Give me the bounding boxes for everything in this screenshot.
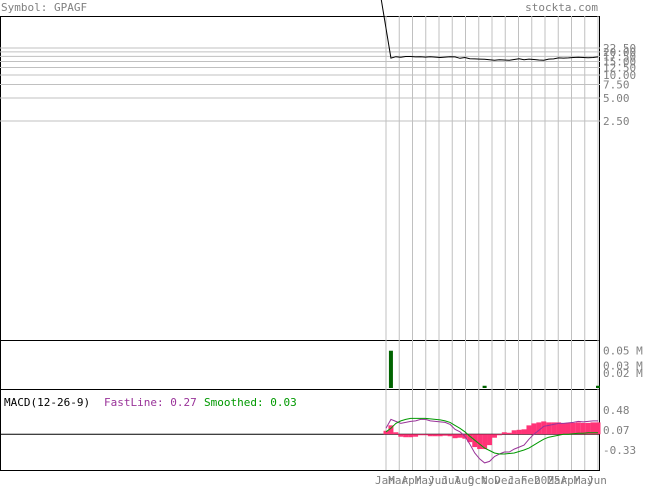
price-panel-frame: [0, 16, 600, 341]
macd-histogram-bar: [383, 430, 389, 435]
macd-histogram-bar: [595, 422, 601, 435]
volume-bar: [482, 385, 487, 388]
time-tick-label: Mar: [388, 474, 408, 486]
price-tick-label: 15.00: [603, 55, 636, 68]
macd-histogram-bar: [422, 434, 428, 436]
macd-histogram-bar: [491, 434, 497, 438]
volume-bar: [596, 385, 600, 388]
time-tick-label: Apr: [561, 474, 581, 486]
macd-histogram-bar: [580, 422, 586, 435]
price-line: [380, 0, 599, 61]
volume-panel-frame: [0, 340, 600, 390]
macd-histogram-bar: [427, 434, 433, 437]
price-tick-label: 20.00: [603, 46, 636, 59]
time-tick-label: Jul: [441, 474, 461, 486]
macd-histogram-bar: [585, 422, 591, 435]
macd-histogram-bar: [408, 434, 414, 438]
macd-fastline-legend: FastLine: 0.27: [104, 396, 197, 409]
macd-histogram-bar: [556, 422, 562, 435]
time-tick-label: Jan: [508, 474, 528, 486]
symbol-label: Symbol: GPAGF: [1, 1, 87, 14]
macd-histogram-bar: [565, 422, 571, 435]
macd-histogram-bar: [536, 422, 542, 435]
time-tick-label: May: [574, 474, 594, 486]
macd-histogram-bar: [413, 434, 419, 437]
macd-histogram-bar: [590, 422, 596, 435]
macd-histogram-bar: [531, 423, 537, 435]
time-tick-label: Aug: [455, 474, 475, 486]
time-tick-label: Nov: [481, 474, 501, 486]
macd-histogram-bar: [398, 434, 404, 437]
price-tick-label: 10.00: [603, 69, 636, 82]
macd-histogram-bar: [487, 434, 493, 446]
macd-histogram-bar: [452, 434, 458, 439]
macd-panel-frame: [0, 389, 600, 471]
time-tick-label: May: [415, 474, 435, 486]
volume-tick-label: 0.03 M: [603, 360, 643, 373]
macd-histogram-bar: [575, 422, 581, 435]
macd-histogram-bar: [403, 434, 409, 438]
time-tick-label: 2025: [534, 474, 561, 486]
volume-series: [388, 350, 600, 388]
macd-histogram-bar: [496, 434, 502, 436]
price-tick-label: 5.00: [603, 92, 630, 105]
price-series: [380, 0, 599, 61]
macd-histogram-bar: [516, 429, 522, 435]
macd-histogram-bar: [437, 434, 443, 437]
time-tick-label: Dec: [494, 474, 514, 486]
macd-histogram-bar: [467, 434, 473, 443]
time-tick-label: Jun: [428, 474, 448, 486]
macd-histogram-bar: [570, 422, 576, 435]
macd-smoothed: [385, 417, 598, 455]
macd-histogram-bar: [526, 425, 532, 435]
macd-histogram-bar: [388, 425, 394, 435]
macd-histogram-bar: [506, 432, 512, 435]
macd-histogram-bar: [457, 434, 463, 438]
macd-histogram-bar: [418, 434, 424, 436]
macd-histogram-bar: [477, 434, 483, 450]
time-tick-label: Oct: [468, 474, 488, 486]
macd-histogram-bar: [551, 422, 557, 435]
macd-series: [383, 417, 601, 464]
macd-histogram-bar: [521, 429, 527, 435]
volume-bar: [388, 350, 393, 388]
macd-histogram-bar: [432, 434, 438, 437]
site-label: stockta.com: [525, 1, 598, 14]
time-tick-label: Apr: [402, 474, 422, 486]
grid-lines: [0, 16, 600, 470]
macd-fastline: [385, 418, 598, 464]
macd-histogram-bar: [393, 432, 399, 435]
macd-tick-label: 0.48: [603, 404, 630, 417]
price-tick-label: 2.50: [603, 115, 630, 128]
volume-tick-label: 0.05 M: [603, 345, 643, 358]
macd-smoothed-legend: Smoothed: 0.03: [204, 396, 297, 409]
macd-histogram-bar: [482, 434, 488, 450]
time-tick-label: Jun: [587, 474, 607, 486]
macd-histogram-bar: [546, 422, 552, 435]
macd-histogram-bar: [447, 434, 453, 437]
macd-histogram-bar: [501, 432, 507, 435]
time-tick-label: Mar: [547, 474, 567, 486]
time-tick-label: Feb: [521, 474, 541, 486]
price-tick-label: 22.50: [603, 42, 636, 55]
price-tick-label: 17.50: [603, 50, 636, 63]
macd-histogram-bar: [560, 423, 566, 435]
volume-tick-label: 0.02 M: [603, 367, 643, 380]
macd-tick-label: 0.07: [603, 424, 630, 437]
price-tick-label: 7.50: [603, 79, 630, 92]
macd-histogram-bar: [541, 421, 547, 435]
macd-histogram-bar: [442, 434, 448, 436]
macd-title: MACD(12-26-9): [4, 396, 90, 409]
macd-histogram-bar: [511, 430, 517, 435]
axis-labels: 2.50 5.007.5010.0012.5015.0017.5020.0022.…: [375, 42, 643, 486]
time-tick-label: Jan: [375, 474, 395, 486]
price-tick-label: 12.50: [603, 62, 636, 75]
macd-tick-label: -0.33: [603, 444, 636, 457]
